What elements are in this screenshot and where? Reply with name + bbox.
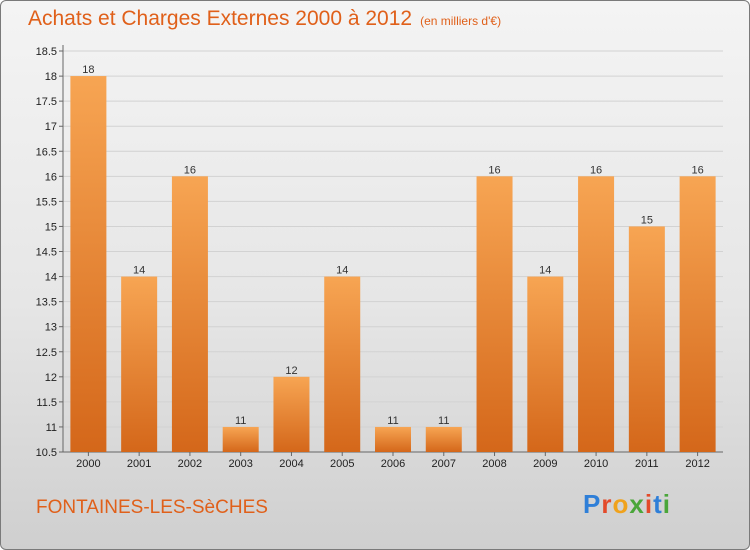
logo-letter: P bbox=[583, 489, 602, 519]
y-tick-label: 18 bbox=[45, 71, 57, 83]
data-label-2012: 16 bbox=[691, 164, 703, 176]
bar-2006 bbox=[375, 426, 411, 452]
y-tick-label: 11.5 bbox=[36, 397, 57, 409]
y-tick-label: 14.5 bbox=[36, 247, 57, 259]
x-tick-label-2009: 2009 bbox=[533, 458, 557, 470]
x-tick-label-2001: 2001 bbox=[127, 458, 151, 470]
data-label-2000: 18 bbox=[82, 64, 94, 76]
y-tick-label: 10.5 bbox=[36, 447, 57, 459]
y-tick-label: 15.5 bbox=[36, 196, 57, 208]
x-tick-label-2004: 2004 bbox=[279, 458, 303, 470]
y-tick-label: 18.5 bbox=[36, 46, 57, 58]
bar-2002 bbox=[171, 176, 208, 452]
bar-2009 bbox=[527, 276, 564, 452]
y-tick-label: 15 bbox=[45, 221, 57, 233]
logo-letter: i bbox=[644, 489, 654, 519]
bar-2001 bbox=[121, 276, 158, 452]
chart-title: Achats et Charges Externes 2000 à 2012 (e… bbox=[28, 7, 501, 31]
bar-2007 bbox=[425, 426, 462, 452]
place-name: FONTAINES-LES-SèCHES bbox=[36, 497, 268, 518]
y-tick-label: 17 bbox=[45, 121, 57, 133]
y-tick-label: 17.5 bbox=[36, 96, 57, 108]
x-tick-label-2003: 2003 bbox=[228, 458, 252, 470]
y-tick-label: 14 bbox=[45, 272, 57, 284]
logo-letter: i bbox=[662, 489, 671, 519]
bar-2003 bbox=[222, 426, 259, 452]
y-tick-label: 16.5 bbox=[36, 146, 57, 158]
data-label-2004: 12 bbox=[285, 365, 297, 377]
y-tick-label: 12.5 bbox=[36, 347, 57, 359]
logo-letter: t bbox=[653, 489, 663, 519]
bar-2010 bbox=[578, 176, 615, 452]
y-tick-label: 11 bbox=[46, 422, 57, 434]
y-tick-label: 13.5 bbox=[36, 297, 57, 309]
logo-letter: r bbox=[601, 489, 613, 519]
data-label-2009: 14 bbox=[539, 265, 551, 277]
logo-letter: o bbox=[612, 489, 630, 519]
x-tick-label-2011: 2011 bbox=[635, 458, 659, 470]
y-tick-label: 12 bbox=[45, 372, 57, 384]
x-tick-label-2000: 2000 bbox=[76, 458, 100, 470]
proxiti-logo: Proxiti bbox=[583, 489, 671, 520]
bar-2012 bbox=[679, 176, 716, 452]
x-tick-label-2010: 2010 bbox=[584, 458, 608, 470]
x-tick-label-2012: 2012 bbox=[685, 458, 709, 470]
x-tick-label-2006: 2006 bbox=[381, 458, 405, 470]
logo-letter: x bbox=[629, 489, 645, 519]
x-tick-label-2002: 2002 bbox=[178, 458, 202, 470]
bar-2008 bbox=[476, 176, 513, 452]
x-tick-label-2005: 2005 bbox=[330, 458, 354, 470]
data-label-2005: 14 bbox=[336, 265, 348, 277]
data-label-2002: 16 bbox=[184, 164, 196, 176]
bar-2000 bbox=[70, 76, 107, 452]
unit-label: (en milliers d'€) bbox=[420, 14, 502, 28]
x-tick-label-2008: 2008 bbox=[482, 458, 506, 470]
y-tick-label: 13 bbox=[45, 322, 57, 334]
data-label-2011: 15 bbox=[641, 214, 653, 226]
bar-2011 bbox=[628, 226, 665, 452]
data-label-2008: 16 bbox=[488, 164, 500, 176]
bar-2004 bbox=[273, 376, 310, 452]
data-label-2006: 11 bbox=[387, 415, 398, 427]
bar-2005 bbox=[324, 276, 361, 452]
data-label-2010: 16 bbox=[590, 164, 602, 176]
data-label-2001: 14 bbox=[133, 265, 145, 277]
data-label-2003: 11 bbox=[235, 415, 246, 427]
x-tick-label-2007: 2007 bbox=[432, 458, 456, 470]
chart-title-text: Achats et Charges Externes 2000 à 2012 bbox=[28, 7, 413, 30]
data-label-2007: 11 bbox=[438, 415, 449, 427]
y-tick-label: 16 bbox=[45, 171, 57, 183]
